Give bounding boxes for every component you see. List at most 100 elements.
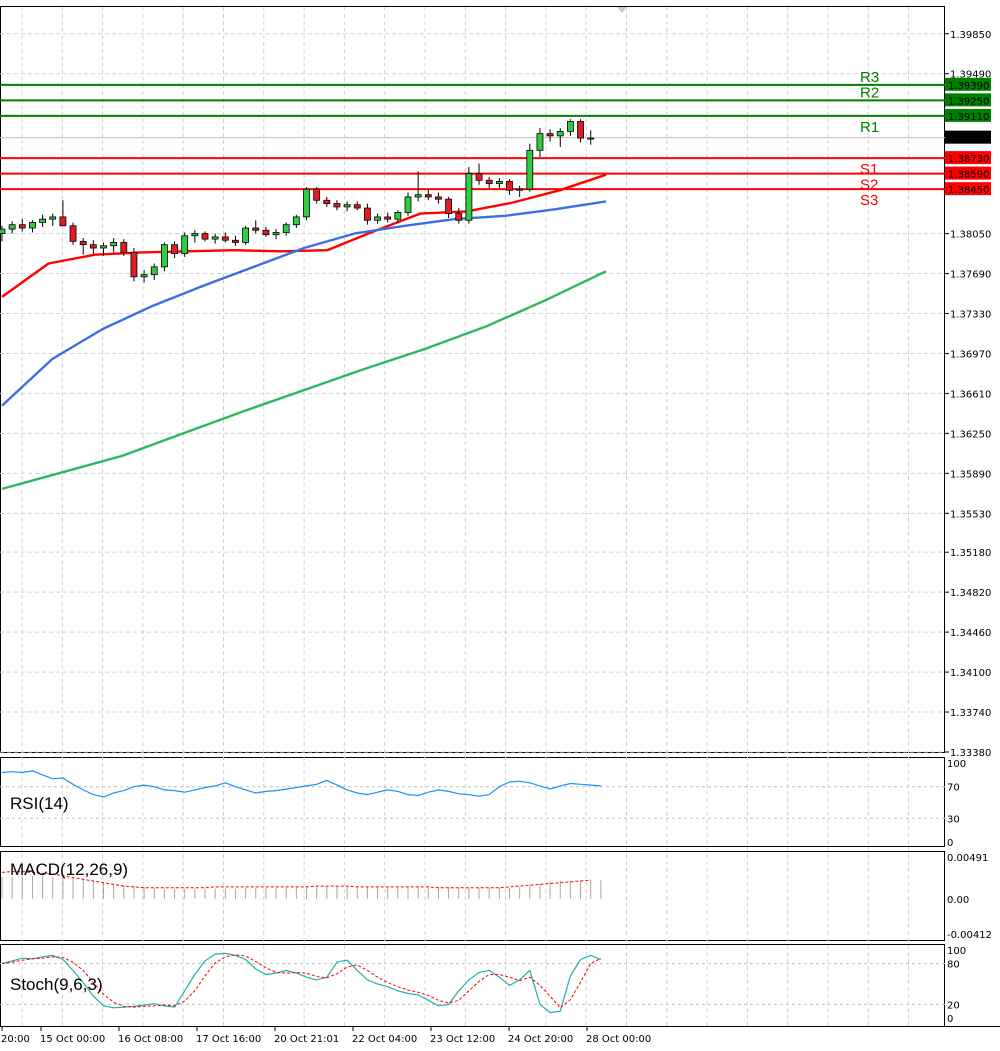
candle-body: [587, 137, 595, 140]
candle-body: [191, 233, 199, 237]
current-price-label: 1.38914: [948, 134, 989, 145]
pane-frame: [0, 944, 945, 1027]
candle: [18, 219, 26, 232]
price-tick-label: 1.37330: [950, 310, 991, 321]
stoch-tick-label: 20: [947, 1000, 960, 1011]
price-tick-label: 1.36250: [950, 429, 991, 440]
candle: [110, 238, 118, 253]
candle-body: [8, 224, 16, 230]
candle: [414, 171, 422, 202]
level-price-label: 1.38590: [948, 170, 989, 181]
candle: [353, 201, 361, 211]
level-price-label: 1.39110: [948, 112, 989, 123]
candle-body: [262, 229, 270, 236]
macd-signal-line: [1, 871, 591, 889]
candle: [435, 192, 442, 204]
candle: [39, 214, 46, 227]
candle-body: [536, 133, 544, 151]
price-tick-label: 1.39850: [950, 30, 991, 41]
candle-body: [272, 232, 280, 236]
time-tick-label: 15 Oct 00:00: [40, 1034, 105, 1045]
price-tick-label: 1.35530: [950, 509, 991, 520]
candle: [171, 241, 178, 258]
candle-body: [120, 242, 128, 253]
candle-body: [49, 216, 57, 220]
stoch-label: Stoch(9,6,3): [10, 975, 103, 994]
rsi-line: [1, 770, 601, 798]
candle: [292, 214, 300, 229]
price-tick-label: 1.39490: [950, 70, 991, 81]
scroll-marker: [617, 7, 627, 13]
level-price-label: 1.38730: [948, 154, 989, 165]
candle-body: [292, 216, 300, 226]
macd-label: MACD(12,26,9): [10, 860, 128, 879]
candle-body: [39, 218, 46, 223]
rsi-label: RSI(14): [10, 794, 69, 813]
level-name-s2: S2: [860, 177, 878, 194]
level-price-box: [945, 166, 991, 180]
stoch-tick-label: 80: [947, 960, 960, 971]
candle: [160, 242, 168, 272]
macd-pane[interactable]: MACD(12,26,9): [1, 860, 602, 899]
candle-body: [384, 216, 392, 220]
candle-body: [495, 180, 503, 185]
grid: [0, 6, 945, 1027]
price-tick-label: 1.37690: [950, 270, 991, 281]
candle: [384, 212, 392, 223]
candle: [262, 226, 270, 237]
candle: [272, 229, 280, 240]
candle-body: [333, 203, 341, 208]
price-tick-label: 1.35890: [950, 469, 991, 480]
candle-body: [150, 266, 158, 276]
candle-body: [130, 252, 138, 278]
candle: [140, 270, 148, 283]
candle-body: [404, 196, 412, 213]
time-tick-label: 16 Oct 08:00: [118, 1034, 183, 1045]
candle-body: [79, 240, 87, 246]
candle-body: [526, 149, 534, 190]
candle-body: [211, 236, 219, 240]
rsi-pane[interactable]: RSI(14): [0, 770, 945, 819]
candle: [211, 233, 219, 244]
candle: [282, 222, 290, 236]
candle: [577, 119, 584, 143]
level-price-box: [945, 77, 991, 91]
time-tick-label: 20:00: [1, 1034, 30, 1045]
candle-body: [171, 244, 178, 254]
candle: [232, 235, 239, 246]
time-tick-label: 17 Oct 16:00: [196, 1034, 261, 1045]
candle: [506, 179, 513, 195]
candle: [69, 222, 77, 245]
candle: [252, 220, 260, 234]
candle: [313, 186, 321, 204]
price-tick-label: 1.35180: [950, 548, 991, 559]
level-price-box: [945, 108, 991, 122]
candle: [424, 189, 432, 201]
candle: [516, 185, 524, 197]
candle-body: [313, 188, 321, 201]
candle-body: [89, 244, 97, 249]
candle: [100, 242, 107, 256]
candle-body: [242, 227, 250, 243]
candle: [303, 186, 310, 221]
candle-body: [363, 207, 371, 221]
price-tick-label: 1.34820: [950, 588, 991, 599]
axes: 1.39850 1.39490 1.38050 1.37690 1.37330 1.369…: [0, 7, 1000, 1045]
candle-body: [485, 179, 493, 185]
moving-average-line: [1, 173, 607, 298]
price-tick-label: 1.34460: [950, 628, 991, 639]
pane-frame: [0, 757, 945, 847]
candle: [374, 213, 381, 224]
level-price-box: [945, 182, 991, 196]
level-price-label: 1.39390: [948, 81, 989, 92]
level-name-r1: R1: [860, 119, 879, 136]
price-tick-label: 1.33740: [950, 708, 991, 719]
level-price-label: 1.39250: [948, 96, 989, 107]
candle-body: [18, 224, 26, 229]
candle: [120, 239, 128, 256]
candle-body: [201, 233, 209, 240]
candle: [526, 143, 534, 192]
stoch-pane[interactable]: Stoch(9,6,3): [0, 952, 945, 1014]
